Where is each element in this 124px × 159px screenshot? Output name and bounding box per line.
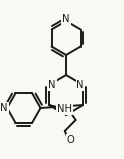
Text: N: N — [76, 80, 84, 90]
Text: N: N — [0, 103, 8, 113]
Text: O: O — [67, 135, 75, 145]
Text: N: N — [62, 14, 70, 24]
Text: NH: NH — [57, 104, 72, 114]
Text: N: N — [48, 80, 56, 90]
